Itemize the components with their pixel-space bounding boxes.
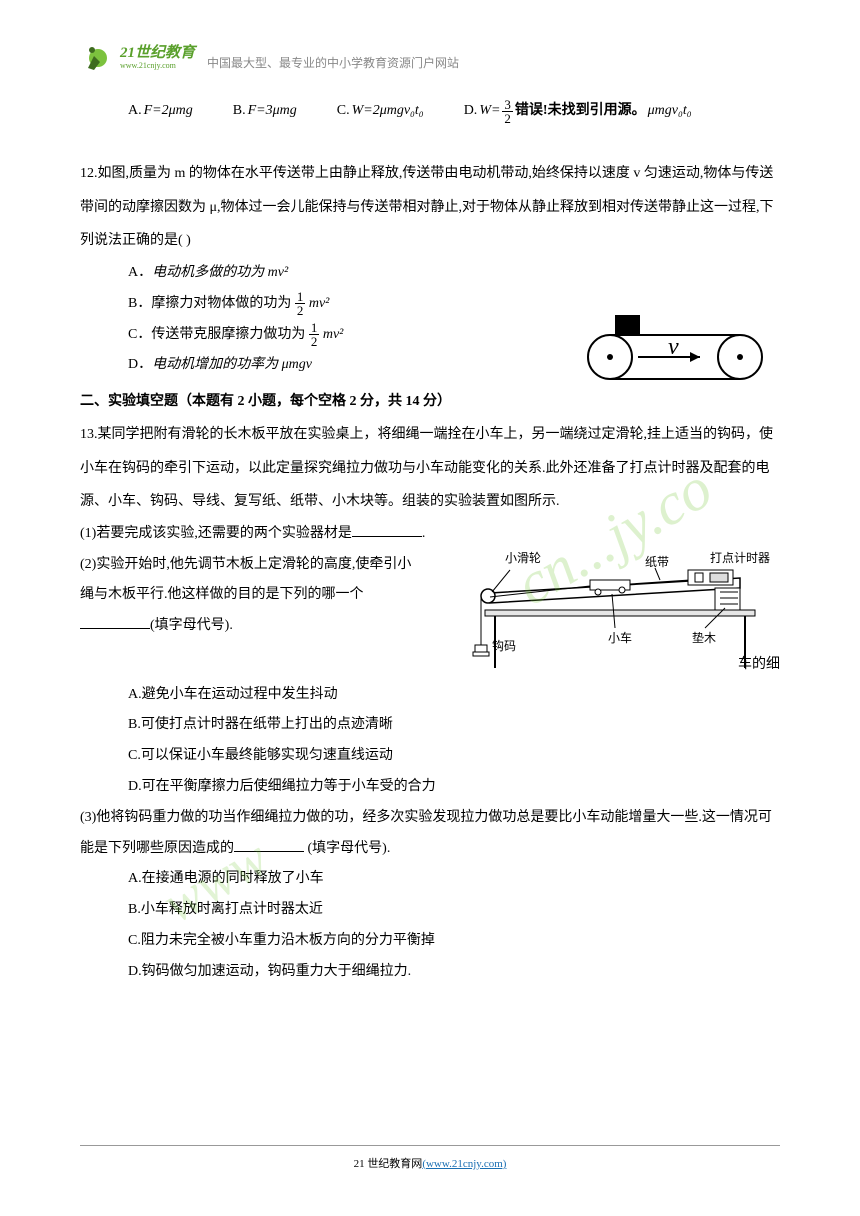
q12: 12.如图,质量为 m 的物体在水平传送带上由静止释放,传送带由电动机带动,始终… — [80, 157, 780, 381]
experiment-diagram: 小滑轮 纸带 打点计时器 钩码 小车 垫木 — [460, 550, 780, 670]
logo-en: www.21cnjy.com — [120, 62, 195, 71]
blank-2[interactable] — [80, 615, 150, 629]
logo-icon — [80, 40, 116, 76]
conveyor-belt-diagram: v — [580, 312, 770, 382]
q13-sub1: (1)若要完成该实验,还需要的两个实验器材是. — [80, 519, 780, 550]
q13-s3-c: C.阻力未完全被小车重力沿木板方向的分力平衡掉 — [128, 926, 780, 957]
q13-s3-d: D.钩码做匀加速运动，钩码重力大于细绳拉力. — [128, 957, 780, 988]
q13-body: 13.某同学把附有滑轮的长木板平放在实验桌上，将细绳一端拴在小车上，另一端绕过定… — [80, 418, 780, 519]
logo: 21世纪教育 www.21cnjy.com — [80, 40, 195, 76]
q13: 13.某同学把附有滑轮的长木板平放在实验桌上，将细绳一端拴在小车上，另一端绕过定… — [80, 418, 780, 988]
q13-sub3: (3)他将钩码重力做的功当作细绳拉力做的功，经多次实验发现拉力做功总是要比小车动… — [80, 803, 780, 865]
q13-s2-b: B.可使打点计时器在纸带上打出的点迹清晰 — [128, 710, 780, 741]
q11-opt-c: C.W=2μmgv₀t₀ — [337, 96, 424, 127]
svg-text:钩码: 钩码 — [492, 639, 516, 653]
q13-s2-d: D.可在平衡摩擦力后使细绳拉力等于小车受的合力 — [128, 772, 780, 803]
svg-text:打点计时器: 打点计时器 — [710, 551, 770, 565]
q12-body: 12.如图,质量为 m 的物体在水平传送带上由静止释放,传送带由电动机带动,始终… — [80, 157, 780, 258]
q12-opt-a: A．电动机多做的功为 mv² — [128, 258, 780, 289]
page: 21世纪教育 www.21cnjy.com 中国最大型、最专业的中小学教育资源门… — [0, 0, 860, 1028]
svg-text:小滑轮: 小滑轮 — [505, 551, 541, 565]
logo-cn: 21世纪教育 — [120, 45, 195, 62]
q13-s3-b: B.小车释放时离打点计时器太近 — [128, 895, 780, 926]
q13-sub2-options: A.避免小车在运动过程中发生抖动 B.可使打点计时器在纸带上打出的点迹清晰 C.… — [80, 680, 780, 803]
section2-title: 二、实验填空题（本题有 2 小题，每个空格 2 分，共 14 分） — [80, 387, 780, 418]
q11-opt-a: A.F=2μmg — [128, 96, 193, 127]
blank-1[interactable] — [352, 523, 422, 537]
q13-s2-c: C.可以保证小车最终能够实现匀速直线运动 — [128, 741, 780, 772]
header: 21世纪教育 www.21cnjy.com 中国最大型、最专业的中小学教育资源门… — [80, 40, 780, 76]
q11-opt-d: D.W= 32 错误!未找到引用源。 μmgv₀t₀ — [464, 96, 692, 127]
blank-3[interactable] — [234, 838, 304, 852]
header-title: 中国最大型、最专业的中小学教育资源门户网站 — [207, 50, 459, 76]
footer: 21 世纪教育网(www.21cnjy.com) — [80, 1145, 780, 1176]
svg-text:垫木: 垫木 — [692, 630, 716, 645]
svg-text:纸带: 纸带 — [645, 555, 669, 569]
svg-text:小车: 小车 — [608, 630, 632, 645]
footer-link[interactable]: (www.21cnjy.com) — [422, 1158, 506, 1170]
q11-options: A.F=2μmg B.F=3μmg C.W=2μmgv₀t₀ D.W= 32 错… — [80, 96, 780, 127]
svg-text:v: v — [668, 334, 679, 360]
q13-sub3-options: A.在接通电源的同时释放了小车 B.小车释放时离打点计时器太近 C.阻力未完全被… — [80, 864, 780, 987]
q11-opt-b: B.F=3μmg — [233, 96, 297, 127]
q13-s3-a: A.在接通电源的同时释放了小车 — [128, 864, 780, 895]
q13-sub2-cont: 车的细 — [738, 650, 780, 681]
q13-s2-a: A.避免小车在运动过程中发生抖动 — [128, 680, 780, 711]
